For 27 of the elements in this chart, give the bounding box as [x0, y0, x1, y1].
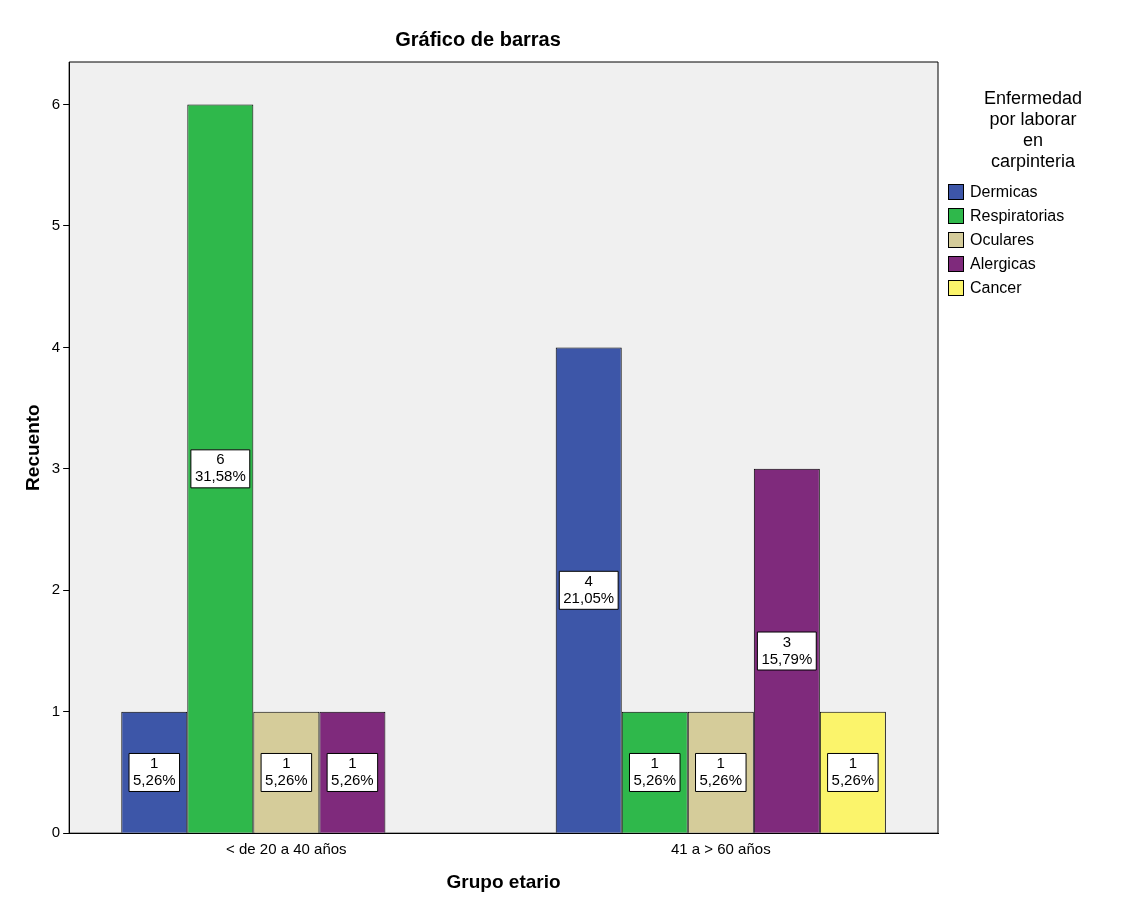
data-label: 6 31,58% — [194, 450, 246, 485]
data-label: 1 5,26% — [699, 754, 743, 789]
data-label: 1 5,26% — [331, 754, 374, 789]
legend-label: Respiratorias — [970, 206, 1065, 226]
legend-label: Cancer — [970, 278, 1022, 298]
legend-label: Dermicas — [970, 182, 1038, 202]
x-axis-title: Grupo etario — [446, 870, 561, 892]
legend-label: Alergicas — [970, 254, 1036, 274]
y-tick-label: 0 — [51, 823, 61, 841]
y-axis-title: Recuento — [21, 404, 43, 491]
y-tick-label: 3 — [51, 458, 61, 476]
legend-label: Oculares — [970, 230, 1035, 250]
data-label: 1 5,26% — [831, 754, 875, 789]
x-tick-label: 41 a > 60 años — [670, 840, 771, 858]
data-label: 1 5,26% — [133, 754, 176, 789]
y-tick-label: 5 — [51, 216, 61, 234]
y-tick-label: 6 — [51, 94, 61, 112]
chart-title: Gráfico de barras — [395, 27, 561, 50]
data-label: 1 5,26% — [633, 754, 677, 789]
y-tick-label: 1 — [51, 701, 61, 719]
data-label: 1 5,26% — [265, 754, 308, 789]
y-tick-label: 2 — [51, 580, 61, 598]
y-tick-label: 4 — [51, 337, 61, 355]
data-label: 3 15,79% — [761, 632, 813, 667]
x-tick-label: < de 20 a 40 años — [226, 840, 347, 858]
legend-title: Enfermedad por laborar en carpinteria — [982, 88, 1084, 172]
data-label: 4 21,05% — [563, 571, 615, 606]
